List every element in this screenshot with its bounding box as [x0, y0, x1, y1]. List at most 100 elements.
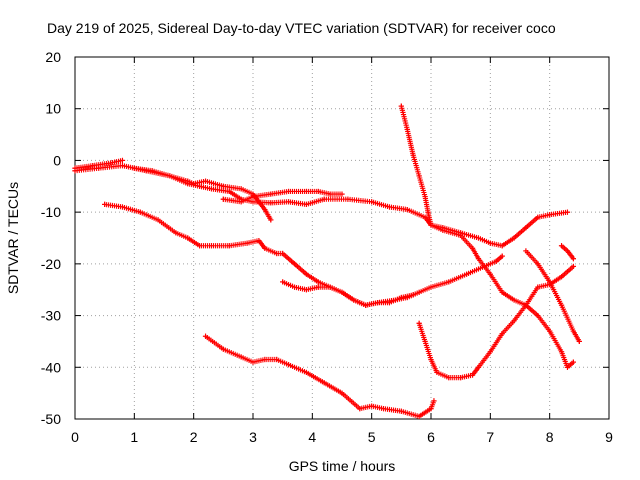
data-point [262, 206, 268, 213]
data-point [250, 194, 256, 200]
data-point [291, 284, 298, 290]
data-point [499, 331, 505, 337]
data-point [149, 168, 155, 174]
data-point [321, 196, 327, 202]
data-point [511, 235, 517, 241]
data-point [303, 271, 309, 277]
data-point [547, 212, 553, 218]
data-point [226, 243, 232, 249]
data-point [535, 261, 541, 267]
data-point [262, 356, 268, 363]
data-point [487, 271, 493, 277]
data-point [286, 199, 292, 205]
x-tick-label: 3 [249, 429, 257, 445]
data-point [274, 250, 280, 257]
data-point [208, 243, 215, 249]
y-tick-label: 0 [53, 152, 61, 168]
data-point [410, 292, 416, 298]
data-point [268, 217, 274, 223]
x-tick-label: 2 [190, 429, 198, 445]
data-point [475, 256, 482, 262]
data-point [191, 181, 197, 187]
data-point [220, 346, 226, 352]
data-point [280, 279, 286, 285]
data-point [547, 281, 553, 288]
chart-title: Day 219 of 2025, Sidereal Day-to-day VTE… [47, 20, 556, 36]
x-tick-label: 0 [71, 429, 79, 445]
y-tick-label: -30 [41, 308, 61, 324]
data-point [155, 217, 161, 223]
data-point [339, 289, 345, 295]
data-point [535, 284, 541, 290]
data-point [185, 178, 191, 184]
data-point [428, 284, 434, 290]
data-point [535, 312, 541, 319]
data-point [197, 243, 203, 249]
data-point [119, 163, 126, 169]
data-point [256, 237, 262, 244]
data-point [511, 318, 517, 324]
series-track-5 [102, 201, 505, 308]
data-point [422, 194, 428, 200]
data-point [446, 375, 452, 381]
data-point [398, 294, 404, 301]
data-point [72, 165, 78, 171]
data-point [327, 284, 333, 290]
data-point [523, 225, 529, 231]
data-point [339, 191, 345, 197]
series-track-4 [220, 188, 345, 205]
data-point [137, 209, 143, 215]
data-marker-trail [280, 279, 416, 308]
plot-frame [74, 56, 610, 420]
data-point [202, 178, 209, 184]
data-point [321, 380, 327, 386]
data-point [499, 289, 505, 295]
data-point [564, 248, 571, 254]
data-point [469, 372, 476, 378]
data-point [386, 300, 393, 306]
data-point [422, 338, 428, 345]
data-point [238, 354, 244, 360]
data-point [220, 183, 226, 189]
data-point [303, 369, 309, 376]
data-point [291, 261, 298, 267]
data-point [431, 398, 437, 404]
data-point [238, 186, 244, 192]
data-point [428, 406, 434, 412]
data-point [570, 328, 576, 334]
data-marker-trail [72, 163, 571, 249]
data-point [446, 279, 452, 285]
data-point [315, 279, 321, 285]
data-point [238, 199, 244, 205]
data-point [499, 243, 505, 249]
data-point [558, 274, 565, 280]
data-point [458, 232, 464, 239]
data-point [345, 196, 351, 202]
data-point [220, 196, 226, 202]
data-point [416, 173, 422, 179]
data-point [268, 191, 274, 197]
data-point [357, 406, 363, 412]
data-point [523, 302, 529, 308]
data-point [363, 302, 369, 308]
data-point [511, 297, 517, 303]
data-point [487, 240, 493, 246]
data-point [208, 186, 215, 192]
data-point [386, 204, 393, 210]
data-point [398, 103, 404, 109]
data-point [256, 199, 262, 205]
data-point [303, 188, 309, 195]
data-point [369, 199, 375, 205]
data-point [558, 243, 565, 249]
series-track-1 [72, 163, 571, 249]
x-tick-label: 8 [546, 429, 554, 445]
x-axis-label: GPS time / hours [289, 458, 396, 474]
data-point [564, 209, 571, 215]
data-point [428, 356, 434, 363]
data-point [202, 333, 209, 339]
data-point [90, 163, 96, 169]
data-point [315, 284, 321, 290]
data-layer [72, 103, 582, 420]
data-point [286, 362, 292, 368]
